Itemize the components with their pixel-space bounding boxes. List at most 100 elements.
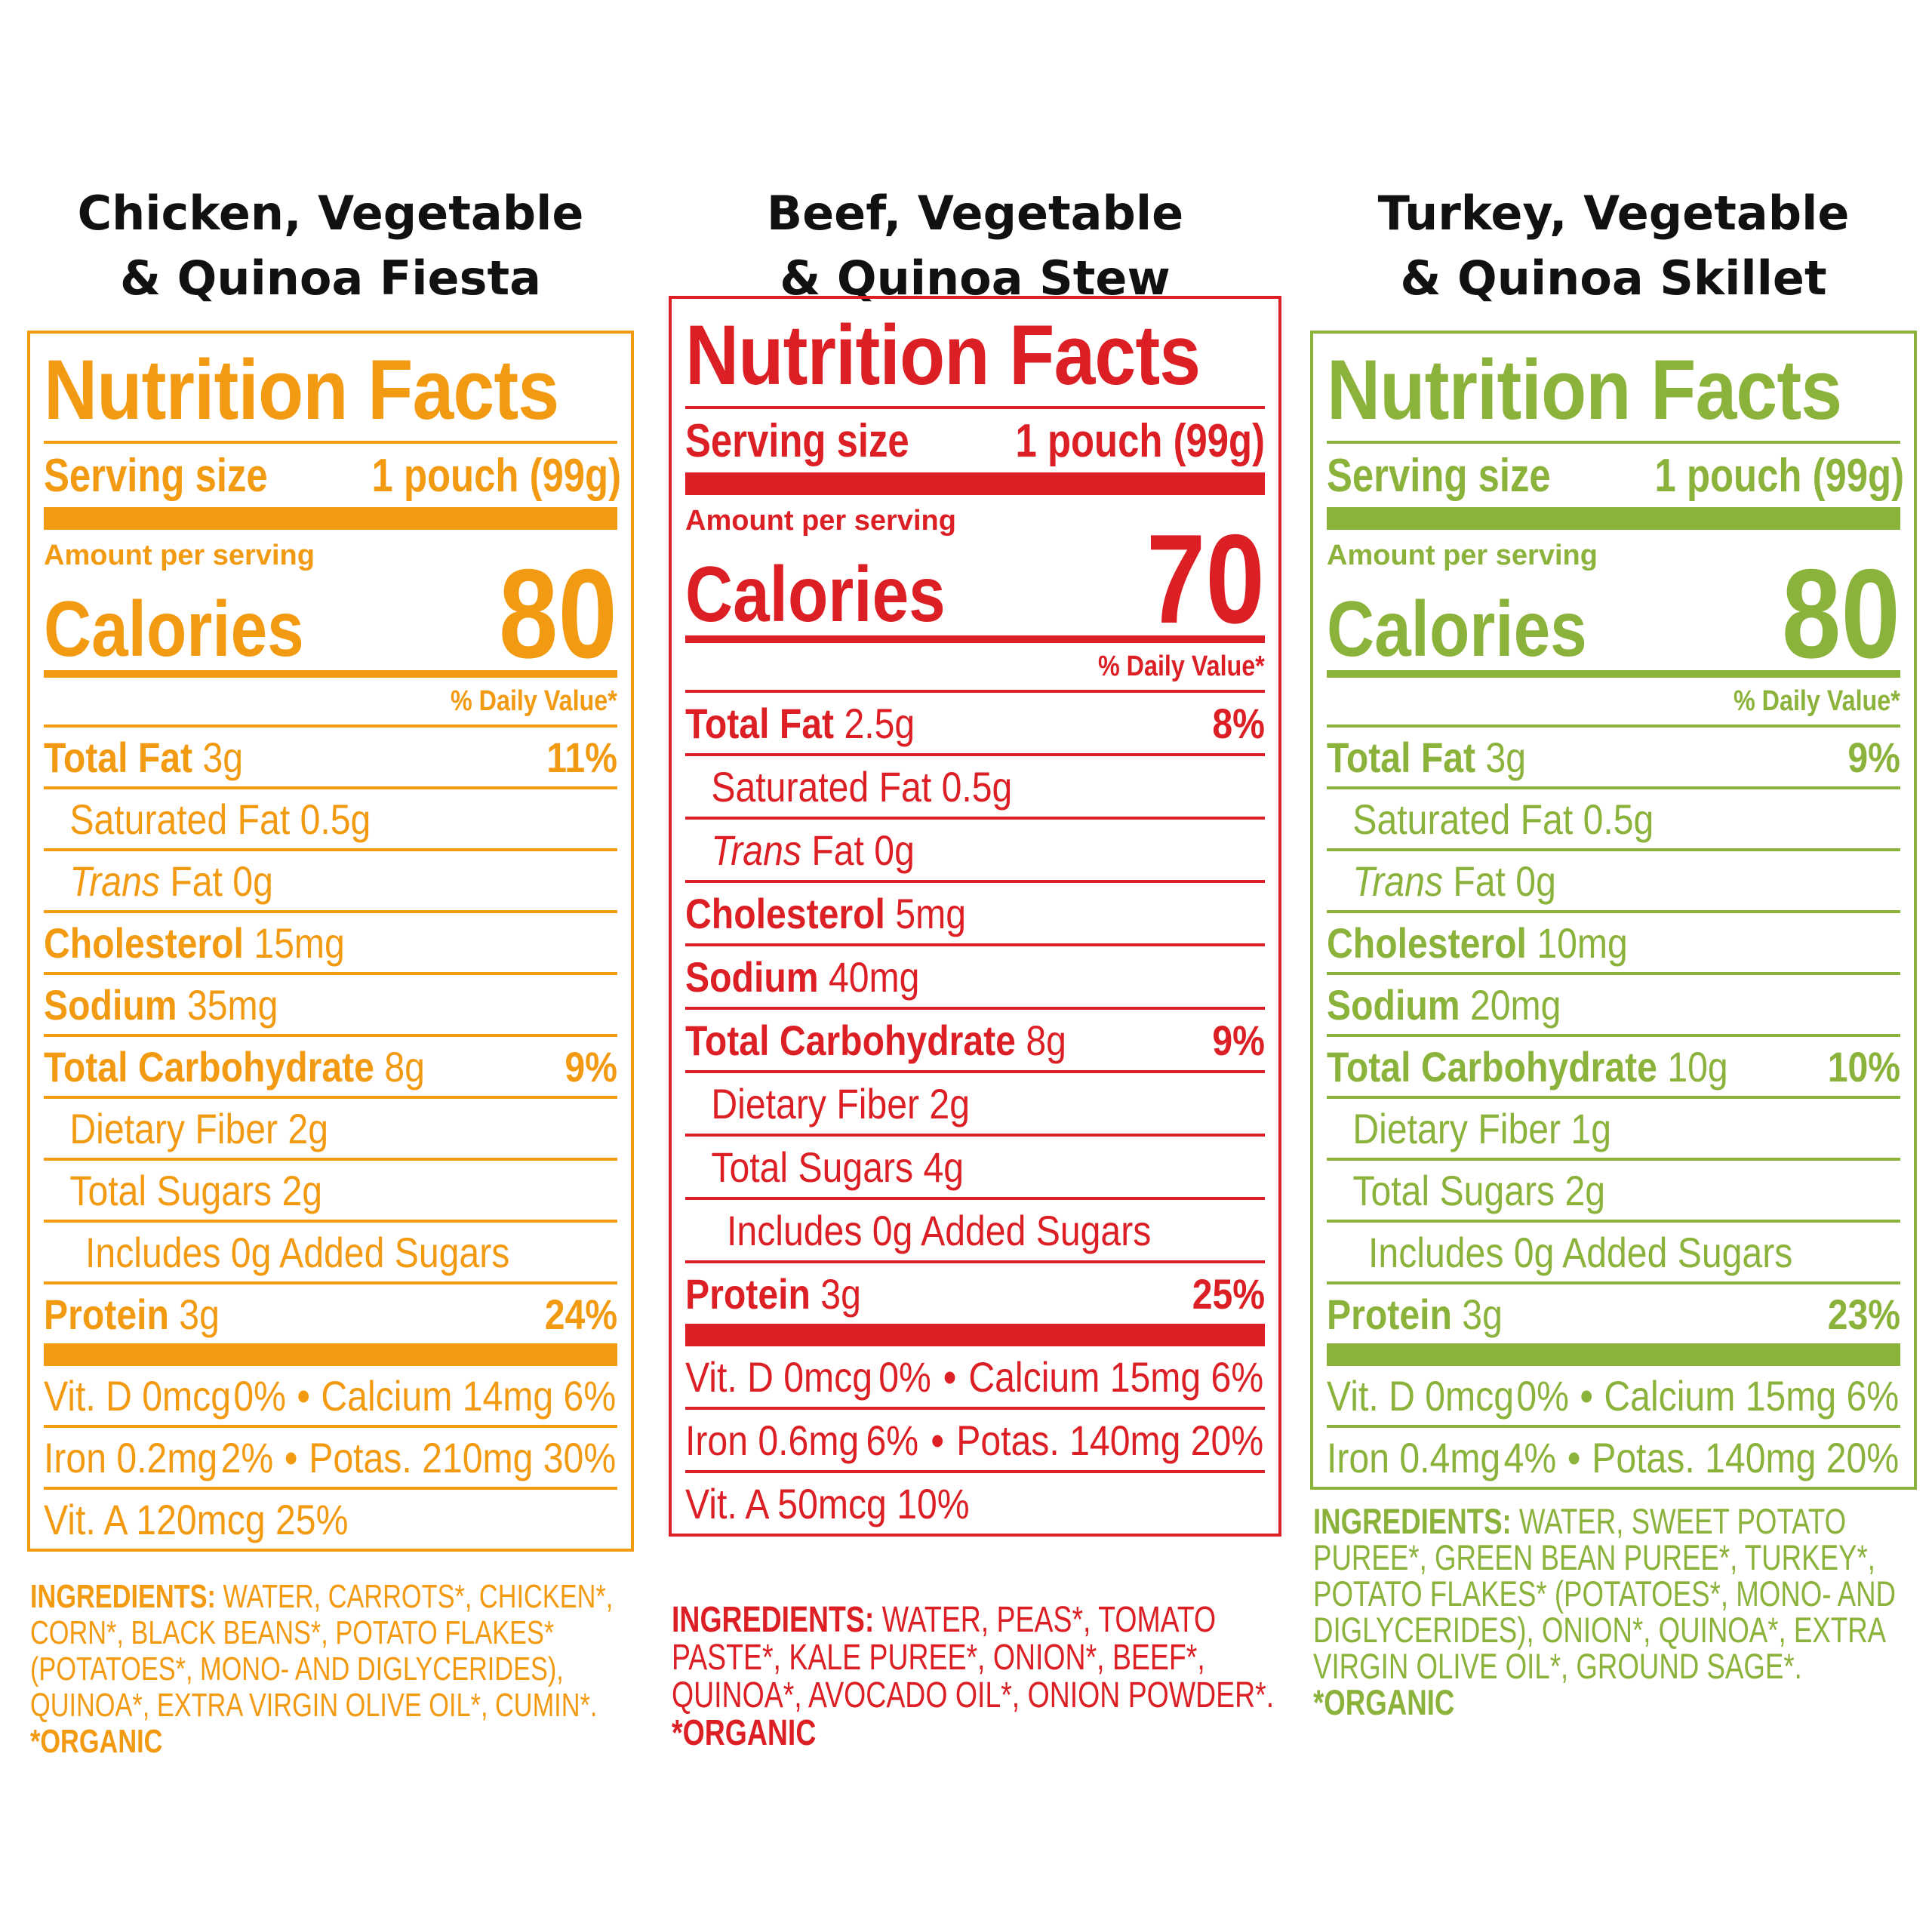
nutrient-label: Total Fat [44,733,193,781]
thick-divider [44,507,617,530]
nutrient-row-sodium: Sodium 40mg [685,943,1265,1007]
thick-divider [1327,1343,1900,1366]
amount-per-serving: Amount per serving [44,540,315,571]
ingredients-text: INGREDIENTS: WATER, SWEET POTATO PUREE*,… [1313,1503,1917,1721]
ingredients-text: INGREDIENTS: WATER, PEAS*, TOMATO PASTE*… [672,1601,1281,1752]
nutrient-dv: 11% [546,733,617,781]
nutrient-row-protein: Protein 3g 23% [1327,1281,1900,1343]
calories-label: Calories [44,586,304,673]
iron: Iron 0.2mg [44,1433,218,1481]
nutrient-text: Dietary Fiber 2g [69,1104,329,1152]
vitamin-row-2: Iron 0.2mg 2% • Potas. 210mg 30% [44,1425,617,1487]
vitamin-row-3: Vit. A 50mcg 10% [685,1470,1265,1534]
nutrient-row-added-sugars: Includes 0g Added Sugars [1327,1220,1900,1281]
calories-row: Calories 80 [1327,550,1900,677]
divider [685,406,1265,409]
nutrient-label: Total Carbohydrate [685,1016,1016,1064]
nutrient-amount: 5mg [895,889,967,937]
product-title: Chicken, Vegetable & Quinoa Fiesta [27,181,634,311]
organic-note: *ORGANIC [30,1723,163,1760]
vitamin-a: Vit. A 50mcg 10% [685,1479,970,1527]
serving-size-value: 1 pouch (99g) [1654,449,1904,502]
vitamin-d: Vit. D 0mcg [685,1352,873,1401]
medium-divider [44,670,617,678]
nutrient-label: Protein [44,1290,169,1338]
nutrient-row-saturated-fat: Saturated Fat 0.5g [44,786,617,848]
nutrient-row-added-sugars: Includes 0g Added Sugars [685,1197,1265,1260]
nutrient-amount: 10g [1667,1042,1728,1091]
nutrient-row-protein: Protein 3g 25% [685,1260,1265,1324]
nutrient-text: Total Sugars 2g [1352,1166,1606,1214]
nutrition-facts-heading: Nutrition Facts [1327,343,1842,437]
calories-row: Calories 70 [685,515,1265,642]
nutrient-row-saturated-fat: Saturated Fat 0.5g [1327,786,1900,848]
calcium: Calcium 15mg 6% [1604,1371,1900,1420]
bullet: • [1580,1371,1593,1420]
product-title-line-1: Beef, Vegetable [766,186,1184,241]
nutrient-label: Total Fat [1327,733,1476,781]
nutrient-text: Includes 0g Added Sugars [85,1228,510,1276]
thick-divider [685,1324,1265,1346]
nutrient-dv: 24% [544,1290,617,1338]
serving-size-label: Serving size [44,449,268,502]
nutrient-row-dietary-fiber: Dietary Fiber 2g [44,1096,617,1158]
ingredients-label: INGREDIENTS: [30,1578,216,1615]
nutrient-row-total-fat: Total Fat 3g 11% [44,724,617,786]
serving-size-row: Serving size 1 pouch (99g) [44,444,621,507]
nutrient-amount: 8g [384,1042,425,1091]
vitamin-row-1: Vit. D 0mcg 0% • Calcium 14mg 6% [44,1366,617,1425]
nutrient-label: Total Fat [685,699,835,747]
serving-size-row: Serving size 1 pouch (99g) [1327,444,1904,507]
nutrient-amount: 15mg [254,918,345,967]
nutrient-row-total-carbohydrate: Total Carbohydrate 8g 9% [685,1007,1265,1070]
nutrition-facts-heading: Nutrition Facts [685,308,1201,402]
medium-divider [685,635,1265,643]
serving-size-value: 1 pouch (99g) [1015,414,1265,467]
vitamin-row-3: Vit. A 120mcg 25% [44,1487,617,1549]
nutrient-row-total-carbohydrate: Total Carbohydrate 8g 9% [44,1034,617,1096]
nutrient-label: Cholesterol [1327,918,1527,967]
nutrient-text: Saturated Fat 0.5g [711,762,1013,811]
organic-note: *ORGANIC [672,1713,817,1753]
iron: Iron 0.6mg [685,1416,860,1464]
vitamin-row-2: Iron 0.6mg 6% • Potas. 140mg 20% [685,1407,1265,1470]
nutrition-facts-panel: Nutrition Facts Serving size 1 pouch (99… [669,296,1281,1537]
nutrient-label: Sodium [1327,980,1460,1029]
nutrient-text: Dietary Fiber 2g [711,1079,971,1128]
nutrient-text: Total Sugars 2g [69,1166,323,1214]
divider [44,441,617,444]
product-title-line-1: Turkey, Vegetable [1377,186,1850,241]
daily-value-header: % Daily Value* [1327,678,1900,724]
nutrient-dv: 10% [1827,1042,1900,1091]
nutrient-row-protein: Protein 3g 24% [44,1281,617,1343]
serving-size-label: Serving size [685,414,909,467]
nutrition-facts-panel: Nutrition Facts Serving size 1 pouch (99… [1310,331,1917,1490]
product-title-line-2: & Quinoa Skillet [1400,251,1827,306]
organic-note: *ORGANIC [1313,1682,1455,1722]
bullet: • [1567,1433,1581,1481]
bullet: • [943,1352,957,1401]
calories-label: Calories [1327,586,1587,673]
nutrient-label: Protein [1327,1290,1452,1338]
calories-label: Calories [685,551,946,638]
nutrient-amount: 10mg [1537,918,1628,967]
nutrient-dv: 23% [1827,1290,1900,1338]
nutrient-dv: 8% [1212,699,1265,747]
nutrient-row-trans-fat: Trans Fat 0g [685,817,1265,880]
nutrient-row-cholesterol: Cholesterol 5mg [685,880,1265,943]
nutrient-row-total-carbohydrate: Total Carbohydrate 10g 10% [1327,1034,1900,1096]
nutrient-dv: 9% [565,1042,617,1091]
iron-dv: 4% [1503,1433,1557,1481]
nutrient-label: Sodium [685,952,819,1001]
nutrient-row-trans-fat: Trans Fat 0g [1327,848,1900,910]
ingredients-text: INGREDIENTS: WATER, CARROTS*, CHICKEN*, … [30,1579,634,1760]
nutrient-amount: 3g [179,1290,220,1338]
iron-dv: 6% [866,1416,919,1464]
vitamin-row-2: Iron 0.4mg 4% • Potas. 140mg 20% [1327,1425,1900,1487]
nutrition-facts-panel: Nutrition Facts Serving size 1 pouch (99… [27,331,634,1552]
vitamin-d: Vit. D 0mcg [1327,1371,1515,1420]
nutrient-row-trans-fat: Trans Fat 0g [44,848,617,910]
nutrient-row-saturated-fat: Saturated Fat 0.5g [685,753,1265,817]
amount-per-serving: Amount per serving [685,505,956,537]
potassium: Potas. 140mg 20% [956,1416,1264,1464]
